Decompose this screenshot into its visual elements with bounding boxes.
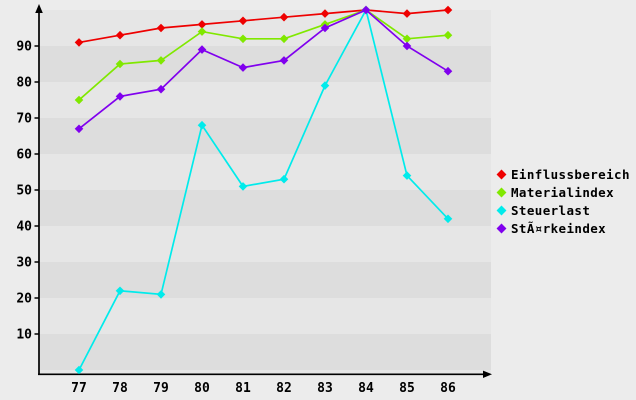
svg-text:86: 86 [440,381,456,396]
svg-text:85: 85 [399,381,415,396]
svg-text:30: 30 [16,256,32,271]
plot-bands [39,10,491,374]
svg-text:79: 79 [153,381,169,396]
legend-label: Steuerlast [511,202,591,218]
series-diamond-marker-icon [496,205,507,215]
series-StÃ¤rkeindex [74,5,453,134]
legend-label: StÃ¤rkeindex [511,220,607,236]
series-diamond-marker-icon [496,169,507,179]
svg-text:50: 50 [16,184,32,199]
svg-text:84: 84 [358,381,374,396]
legend-label: Einflussbereich [511,166,630,182]
svg-text:60: 60 [16,148,32,163]
svg-text:81: 81 [235,381,251,396]
chart-legend: Einflussbereich Materialindex Steuerlast… [496,165,630,237]
svg-text:82: 82 [276,381,292,396]
svg-text:70: 70 [16,112,32,127]
y-axis-ticks: 90 80 70 60 50 40 30 20 10 [16,40,39,343]
legend-item-steuerlast: Steuerlast [496,201,630,219]
series-diamond-marker-icon [496,187,507,197]
legend-item-materialindex: Materialindex [496,183,630,201]
svg-text:80: 80 [16,76,32,91]
svg-text:77: 77 [71,381,87,396]
svg-text:90: 90 [16,40,32,55]
svg-text:40: 40 [16,220,32,235]
legend-item-staerkeindex: StÃ¤rkeindex [496,219,630,237]
svg-text:10: 10 [16,328,32,343]
x-axis-labels: 77 78 79 80 81 82 83 84 85 86 [71,381,456,396]
axes [35,4,492,378]
svg-text:20: 20 [16,292,32,307]
svg-text:83: 83 [317,381,333,396]
series-diamond-marker-icon [496,223,507,233]
legend-item-einflussbereich: Einflussbereich [496,165,630,183]
series-Materialindex [74,5,453,105]
legend-label: Materialindex [511,184,615,200]
svg-text:80: 80 [194,381,210,396]
svg-text:78: 78 [112,381,128,396]
